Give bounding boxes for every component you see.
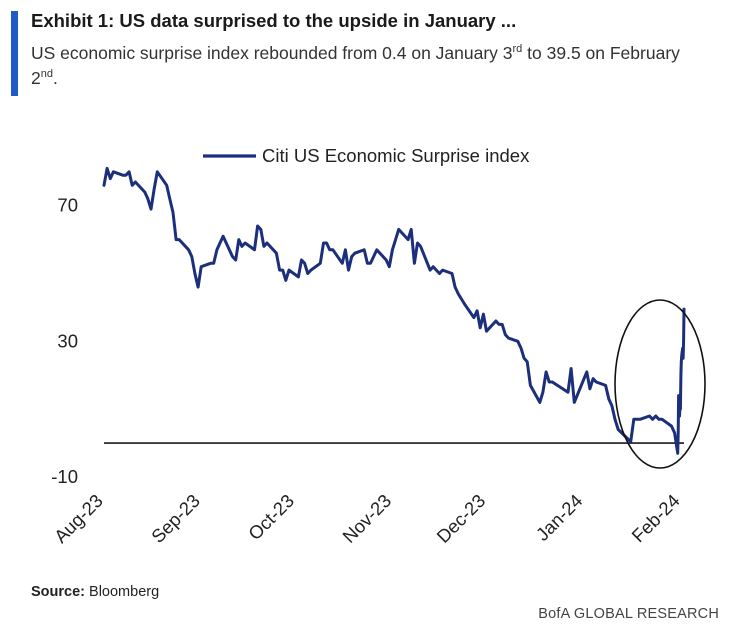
legend-label: Citi US Economic Surprise index xyxy=(262,145,530,166)
source-note: Source: Bloomberg xyxy=(31,584,159,600)
title-accent-bar xyxy=(11,11,18,96)
subtitle-text-3: . xyxy=(52,68,58,88)
y-tick-label: 70 xyxy=(57,195,78,216)
x-axis-ticks: Aug-23 Sep-23 Oct-23 Nov-23 Dec-23 Jan-24 Feb-… xyxy=(50,490,684,547)
subtitle-superscript-1: rd xyxy=(512,43,523,56)
subtitle-text-2: to 39.5 on February 2 xyxy=(31,43,680,88)
x-tick-label: Sep-23 xyxy=(147,490,204,547)
x-tick-label: Jan-24 xyxy=(532,490,587,545)
surprise-index-chart: Citi US Economic Surprise index 7030-10 … xyxy=(50,145,706,547)
x-tick-label: Feb-24 xyxy=(627,490,683,546)
exhibit-subtitle: US economic surprise index rebounded fro… xyxy=(31,41,711,91)
x-tick-label: Dec-23 xyxy=(432,490,489,547)
x-tick-label: Oct-23 xyxy=(244,490,298,544)
x-tick-label: Aug-23 xyxy=(50,490,107,547)
y-tick-label: 30 xyxy=(57,330,78,351)
y-axis-ticks: 70 30 -10 xyxy=(51,195,78,487)
exhibit-title: Exhibit 1: US data surprised to the upsi… xyxy=(31,10,517,31)
x-tick-label: Nov-23 xyxy=(338,490,395,547)
highlight-ellipse xyxy=(614,299,706,469)
series-line-citi-surprise xyxy=(102,166,686,455)
source-label: Source: xyxy=(31,584,85,600)
brand-footer: BofA GLOBAL RESEARCH xyxy=(538,606,719,622)
y-tick-label: -10 xyxy=(51,466,78,487)
subtitle-superscript-2: nd xyxy=(40,68,53,81)
subtitle-text-1: US economic surprise index rebounded fro… xyxy=(31,43,513,63)
source-text: Bloomberg xyxy=(89,584,160,600)
